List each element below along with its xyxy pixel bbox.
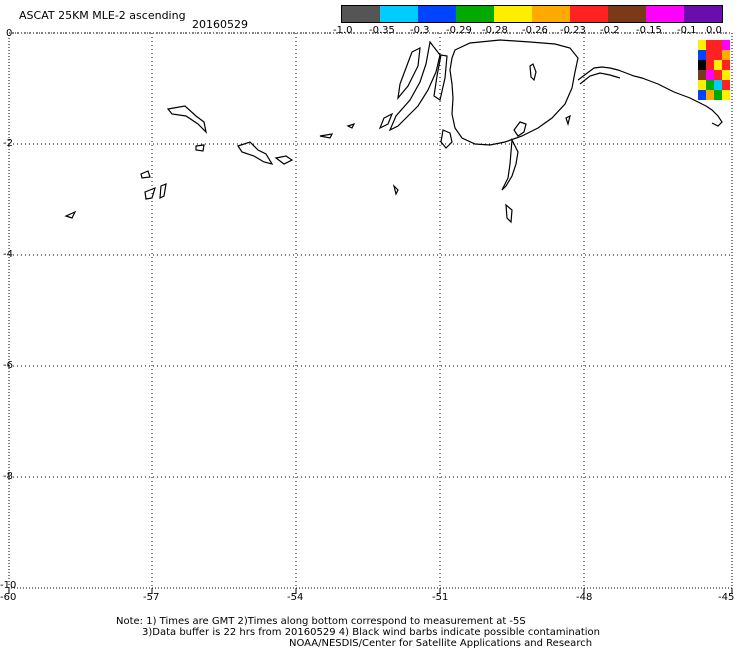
note-line-2: 3)Data buffer is 22 hrs from 20160529 4)… [142,627,600,638]
data-cell [706,60,714,70]
data-cell [698,50,706,60]
data-cell [722,70,730,80]
data-cell [714,50,722,60]
colorbar-swatch [684,6,722,22]
y-tick-label: -2 [3,138,13,149]
x-tick-label: -45 [718,592,735,603]
note-line-1: Note: 1) Times are GMT 2)Times along bot… [116,616,526,627]
map-date: 20160529 [192,18,248,31]
colorbar-swatch [456,6,494,22]
y-tick-label: -6 [3,360,13,371]
colorbar-label: -0.26 [522,25,548,36]
colorbar [341,5,723,23]
data-cell [698,80,706,90]
x-tick-label: -57 [143,592,160,603]
data-cell [714,80,722,90]
data-cell [722,90,730,100]
data-cell [706,80,714,90]
colorbar-label: 0.0 [706,25,722,36]
map-title: ASCAT 25KM MLE-2 ascending [19,9,186,22]
data-cell [706,40,714,50]
coastline [64,39,723,224]
data-cell [722,80,730,90]
axis-ticks [8,588,733,594]
grid-lines [9,32,732,588]
colorbar-swatch [494,6,532,22]
data-cell [714,40,722,50]
y-tick-label: -8 [3,471,13,482]
y-tick-label: 0 [6,28,13,39]
data-cell [706,50,714,60]
data-cell [706,90,714,100]
colorbar-label: -0.35 [369,25,395,36]
colorbar-label: -0.2 [600,25,620,36]
data-cell [722,50,730,60]
data-cell [698,60,706,70]
y-tick-label: -4 [3,249,13,260]
colorbar-label: -0.15 [636,25,662,36]
colorbar-label: -0.23 [560,25,586,36]
colorbar-label: -0.29 [446,25,472,36]
x-tick-label: -48 [576,592,593,603]
colorbar-swatch [646,6,684,22]
data-cell [714,70,722,80]
colorbar-swatch [532,6,570,22]
colorbar-swatch [380,6,418,22]
data-patch [698,40,730,100]
y-tick-label: -10 [0,580,17,591]
colorbar-label: -0.28 [482,25,508,36]
data-cell [698,90,706,100]
colorbar-swatch [570,6,608,22]
colorbar-label: -0.3 [410,25,430,36]
colorbar-label: -1.0 [333,25,353,36]
x-tick-label: -54 [287,592,304,603]
data-cell [698,70,706,80]
note-line-3: NOAA/NESDIS/Center for Satellite Applica… [289,638,593,649]
colorbar-swatch [342,6,380,22]
colorbar-label: -0.1 [677,25,697,36]
colorbar-swatch [608,6,646,22]
data-cell [714,60,722,70]
map-frame [8,32,733,589]
x-tick-label: -51 [432,592,449,603]
data-cell [706,70,714,80]
data-cell [722,60,730,70]
data-cell [714,90,722,100]
data-cell [698,40,706,50]
x-tick-label: -60 [0,592,17,603]
colorbar-swatch [418,6,456,22]
data-cell [722,40,730,50]
